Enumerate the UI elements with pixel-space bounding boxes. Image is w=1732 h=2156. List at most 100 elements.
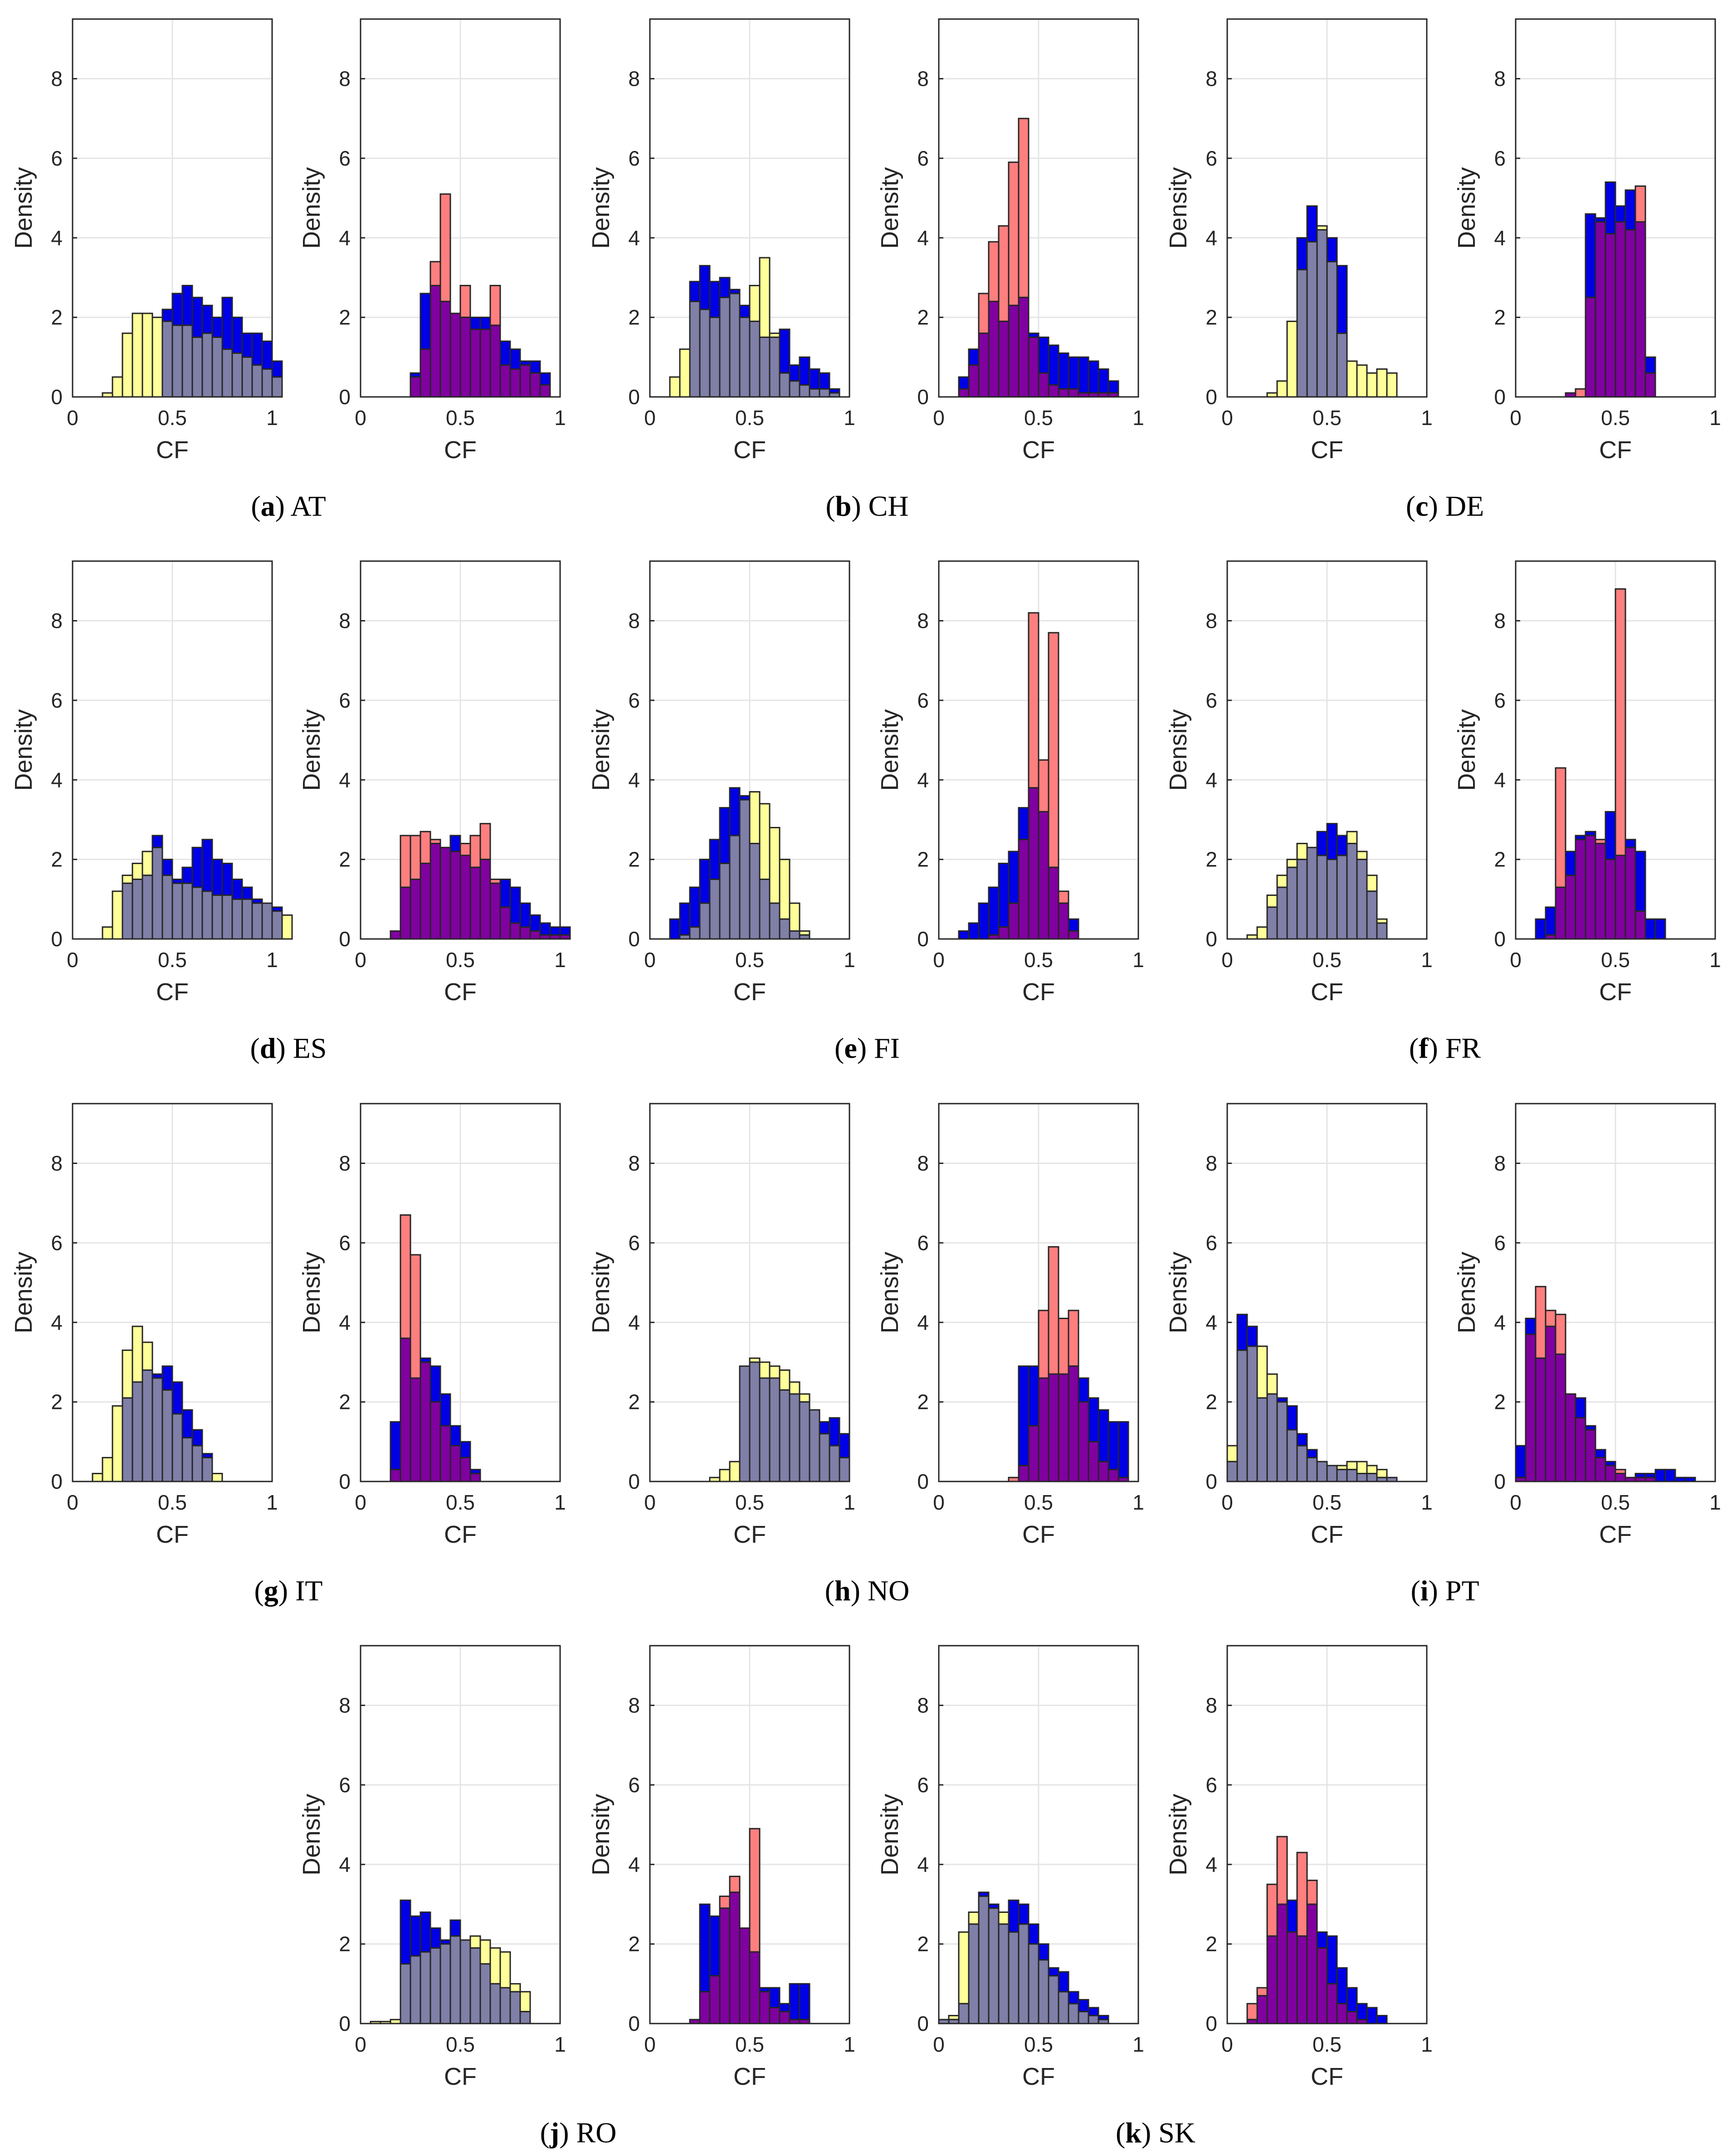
histogram-bar-overlap — [1058, 902, 1069, 940]
histogram-bar-overlap — [400, 886, 411, 940]
histogram-bar — [1595, 1449, 1606, 1458]
histogram-bar-overlap — [699, 1991, 711, 2024]
y-tick-label: 2 — [51, 848, 63, 871]
histogram-bar — [499, 340, 511, 366]
y-tick-label: 2 — [1205, 848, 1217, 871]
histogram-bar-overlap — [1088, 1441, 1099, 1482]
histogram-bar-overlap — [1575, 1417, 1586, 1482]
histogram-bar-overlap — [1048, 1975, 1059, 2024]
y-tick-label: 8 — [51, 609, 63, 633]
histogram-bar-overlap — [759, 1377, 771, 1482]
histogram-bar-overlap — [449, 1935, 461, 2024]
x-axis-label: CF — [156, 978, 189, 1006]
histogram-bar-overlap — [1326, 1465, 1338, 1482]
histogram-bar-overlap — [998, 1923, 1010, 2024]
x-tick-label: 0 — [644, 406, 656, 430]
histogram-bar-overlap — [739, 799, 751, 940]
histogram-bar-overlap — [1018, 297, 1029, 398]
histogram-bar — [1088, 1397, 1099, 1442]
histogram-bar-overlap — [789, 930, 800, 940]
histogram-bar — [151, 317, 163, 398]
y-tick-label: 6 — [51, 1231, 63, 1255]
histogram-bar — [1286, 1405, 1298, 1431]
histogram-bar — [1008, 161, 1020, 306]
histogram-bar-overlap — [829, 1445, 840, 1482]
histogram-bar — [779, 328, 790, 374]
histogram-bar-overlap — [161, 875, 173, 940]
y-tick-label: 4 — [339, 1310, 351, 1334]
histogram-bar — [1008, 1899, 1020, 1933]
y-tick-label: 4 — [1494, 226, 1506, 249]
y-tick-label: 4 — [917, 226, 929, 249]
histogram-bar-overlap — [789, 1393, 800, 1482]
histogram-bar — [968, 348, 980, 366]
histogram-bar — [1366, 372, 1378, 398]
histogram-bar — [1306, 205, 1318, 243]
histogram-bar-overlap — [1565, 1393, 1576, 1482]
histogram-bar-overlap — [509, 922, 521, 940]
y-tick-label: 8 — [917, 1694, 929, 1717]
histogram-bar — [1575, 1397, 1586, 1419]
histogram-bar-overlap — [1306, 1457, 1318, 1482]
panel-no-left: 0 0.5 1 0 2 4 6 8 CF Density — [587, 1103, 855, 1548]
panel-es-right: 0 0.5 1 0 2 4 6 8 CF Density — [298, 560, 571, 1006]
y-tick-label: 2 — [628, 1390, 640, 1414]
histogram-bar — [1048, 632, 1059, 868]
panel-sk-right: 0 0.5 1 0 2 4 6 8 CF Density — [1165, 1645, 1433, 2090]
y-axis-label: Density — [876, 709, 903, 791]
histogram-bar-overlap — [201, 332, 213, 398]
y-tick-label: 2 — [1205, 1932, 1217, 1956]
y-tick-label: 6 — [339, 147, 351, 170]
histogram-bar-overlap — [151, 1377, 163, 1482]
x-axis-label: CF — [1599, 1521, 1632, 1548]
histogram-bar-overlap — [1008, 304, 1020, 398]
histogram-bar-overlap — [719, 1907, 731, 2024]
histogram-bar-overlap — [1098, 1461, 1109, 1482]
y-tick-label: 6 — [1205, 1773, 1217, 1797]
panel-pt-left: 0 0.5 1 0 2 4 6 8 CF Density — [1165, 1103, 1433, 1548]
y-tick-label: 2 — [51, 306, 63, 329]
y-tick-label: 8 — [628, 1694, 640, 1717]
y-tick-label: 6 — [917, 689, 929, 712]
histogram-bar — [410, 835, 421, 880]
histogram-bar — [769, 1365, 781, 1379]
y-axis-label: Density — [1453, 709, 1480, 791]
histogram-bar-overlap — [449, 851, 461, 940]
histogram-bar — [809, 368, 820, 390]
histogram-bar — [1068, 356, 1079, 390]
y-tick-label: 0 — [628, 1470, 640, 1493]
y-tick-label: 6 — [1205, 1231, 1217, 1255]
histogram-bar-overlap — [390, 930, 401, 940]
y-tick-label: 0 — [917, 385, 929, 409]
histogram-bar — [719, 277, 731, 298]
histogram-bar — [749, 1828, 761, 1953]
x-tick-label: 0 — [933, 406, 945, 430]
y-axis-label: Density — [1165, 167, 1192, 249]
histogram-bar — [1605, 811, 1616, 860]
histogram-bar — [1236, 1314, 1248, 1351]
histogram-bar-overlap — [769, 336, 781, 398]
histogram-bar — [400, 1214, 411, 1339]
y-tick-label: 4 — [339, 226, 351, 249]
histogram-bar — [1078, 356, 1089, 394]
histogram-bar — [469, 1935, 481, 1949]
histogram-bar-overlap — [709, 317, 721, 398]
histogram-bar-overlap — [1356, 859, 1368, 940]
y-tick-label: 8 — [1494, 1152, 1506, 1175]
histogram-bar — [1545, 906, 1556, 936]
histogram-bar — [1256, 1345, 1268, 1399]
x-axis-label: CF — [1311, 2063, 1343, 2090]
histogram-bar — [1256, 926, 1268, 940]
histogram-bar-overlap — [709, 878, 721, 940]
histogram-bar — [998, 225, 1010, 322]
histogram-bar-overlap — [410, 1955, 421, 2024]
x-axis-label: CF — [444, 2063, 477, 2090]
histogram-bar-overlap — [1048, 866, 1059, 940]
histogram-bar — [1078, 1999, 1089, 2013]
y-axis-label: Density — [10, 167, 37, 249]
histogram-bar — [1038, 336, 1049, 374]
histogram-bar — [539, 372, 551, 386]
subfigure-caption-es: (d) ES — [250, 1032, 327, 1064]
histogram-bar-overlap — [1058, 1991, 1069, 2024]
histogram-bar — [429, 1927, 441, 1949]
